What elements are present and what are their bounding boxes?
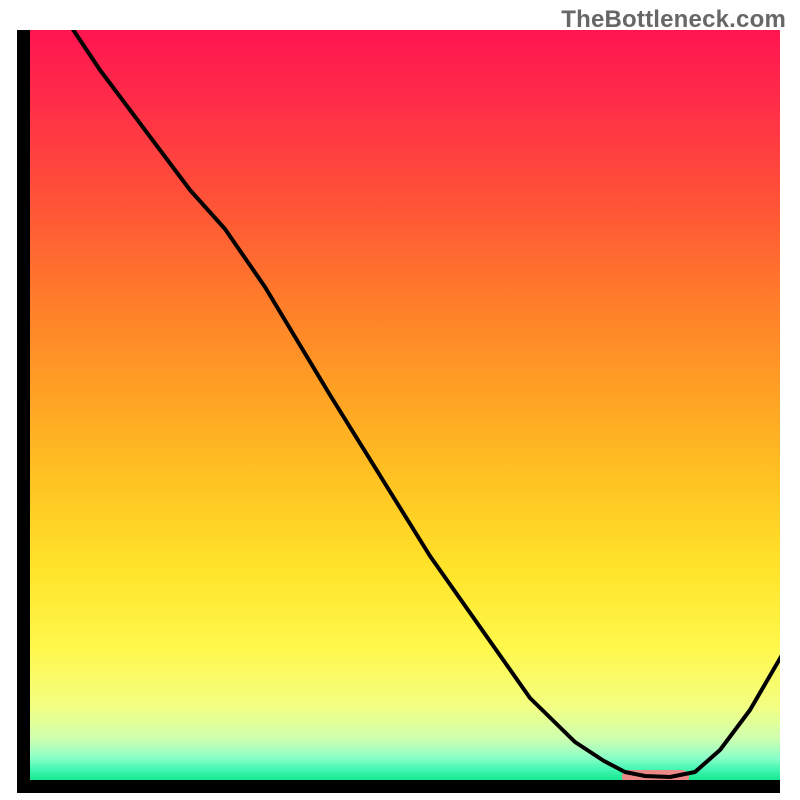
curve-layer [30, 30, 780, 780]
x-axis [17, 780, 780, 793]
y-axis [17, 30, 30, 780]
chart-container: TheBottleneck.com [0, 0, 800, 800]
bottleneck-curve [60, 30, 780, 777]
plot-area [30, 30, 780, 780]
watermark-text: TheBottleneck.com [561, 6, 786, 34]
